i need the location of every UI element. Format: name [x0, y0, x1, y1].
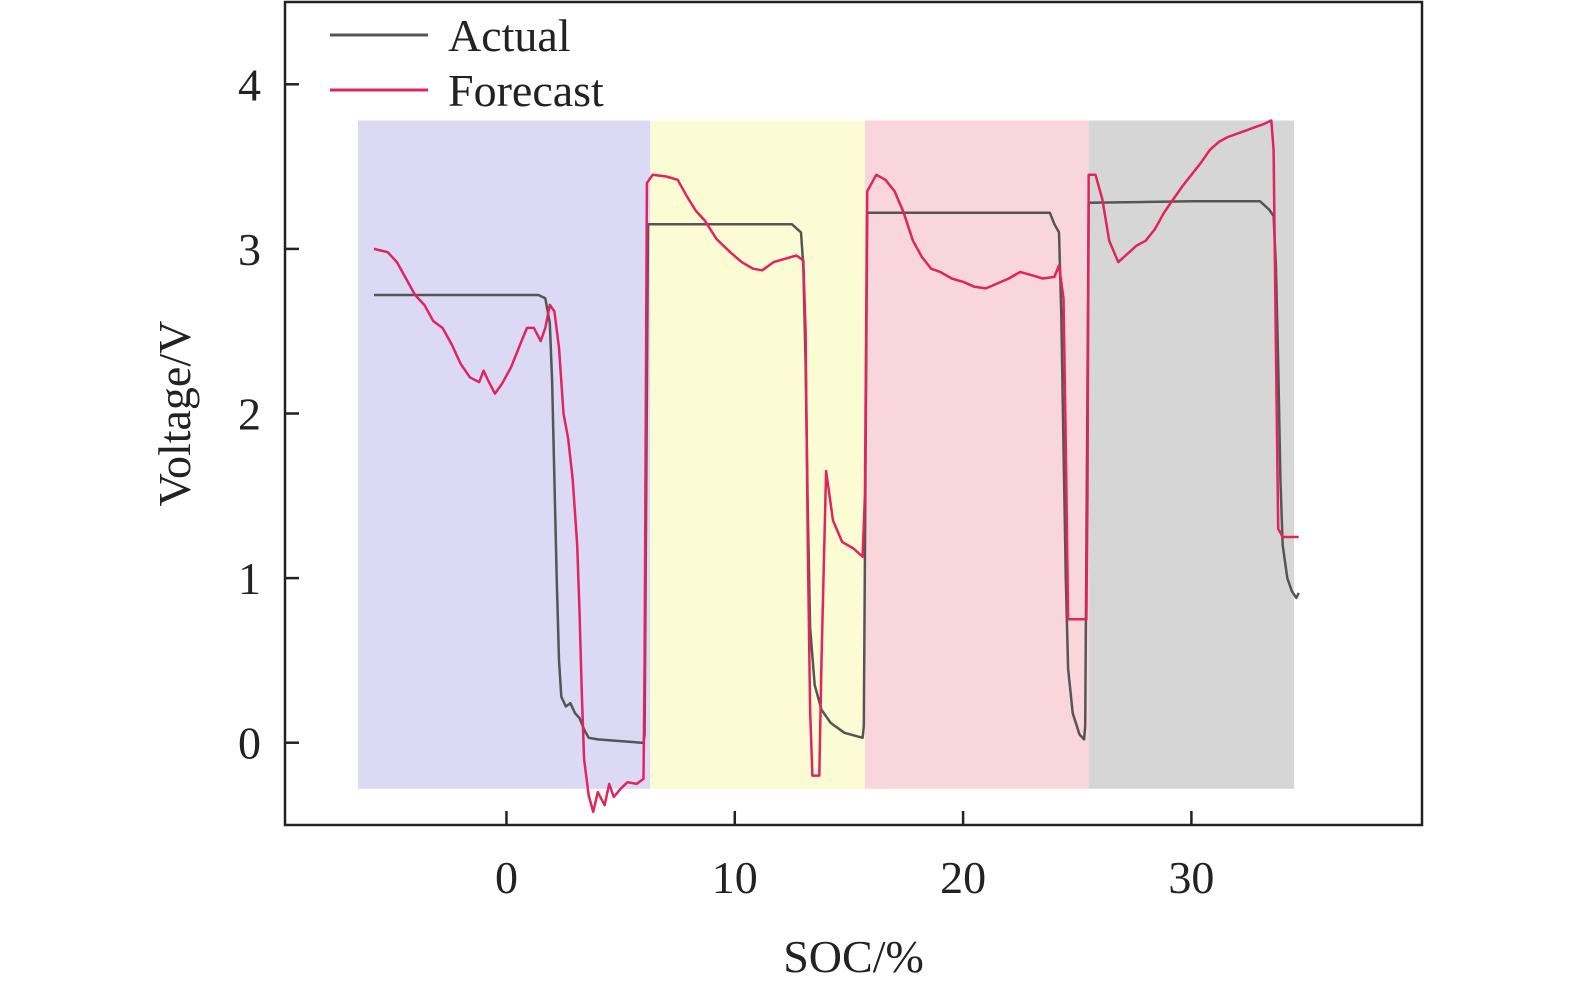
data-series — [373, 119, 1300, 814]
shaded-region-2 — [650, 120, 865, 789]
series-line-forecast — [373, 119, 1299, 814]
shaded-regions — [358, 120, 1295, 789]
y-tick-label: 3 — [238, 224, 261, 275]
shaded-region-1 — [358, 120, 651, 789]
y-axis-title: Voltage/V — [149, 321, 200, 507]
y-axis-ticks: 0 1 2 3 4 — [238, 59, 299, 769]
x-axis-title: SOC/% — [783, 931, 924, 982]
y-tick-label: 0 — [238, 718, 261, 769]
x-tick-label: 10 — [712, 852, 758, 903]
x-tick-label: 0 — [495, 852, 518, 903]
x-tick-label: 30 — [1168, 852, 1214, 903]
legend-label-actual: Actual — [448, 10, 571, 61]
y-tick-label: 1 — [238, 553, 261, 604]
series-line-actual — [374, 199, 1300, 744]
legend-label-forecast: Forecast — [448, 65, 604, 116]
x-axis-ticks: 0 10 20 30 — [495, 811, 1214, 903]
shaded-region-3 — [864, 120, 1089, 789]
y-tick-label: 2 — [238, 389, 261, 440]
x-tick-label: 20 — [940, 852, 986, 903]
shaded-region-4 — [1088, 120, 1295, 789]
y-tick-label: 4 — [238, 59, 261, 110]
legend: Actual Forecast — [330, 10, 604, 116]
